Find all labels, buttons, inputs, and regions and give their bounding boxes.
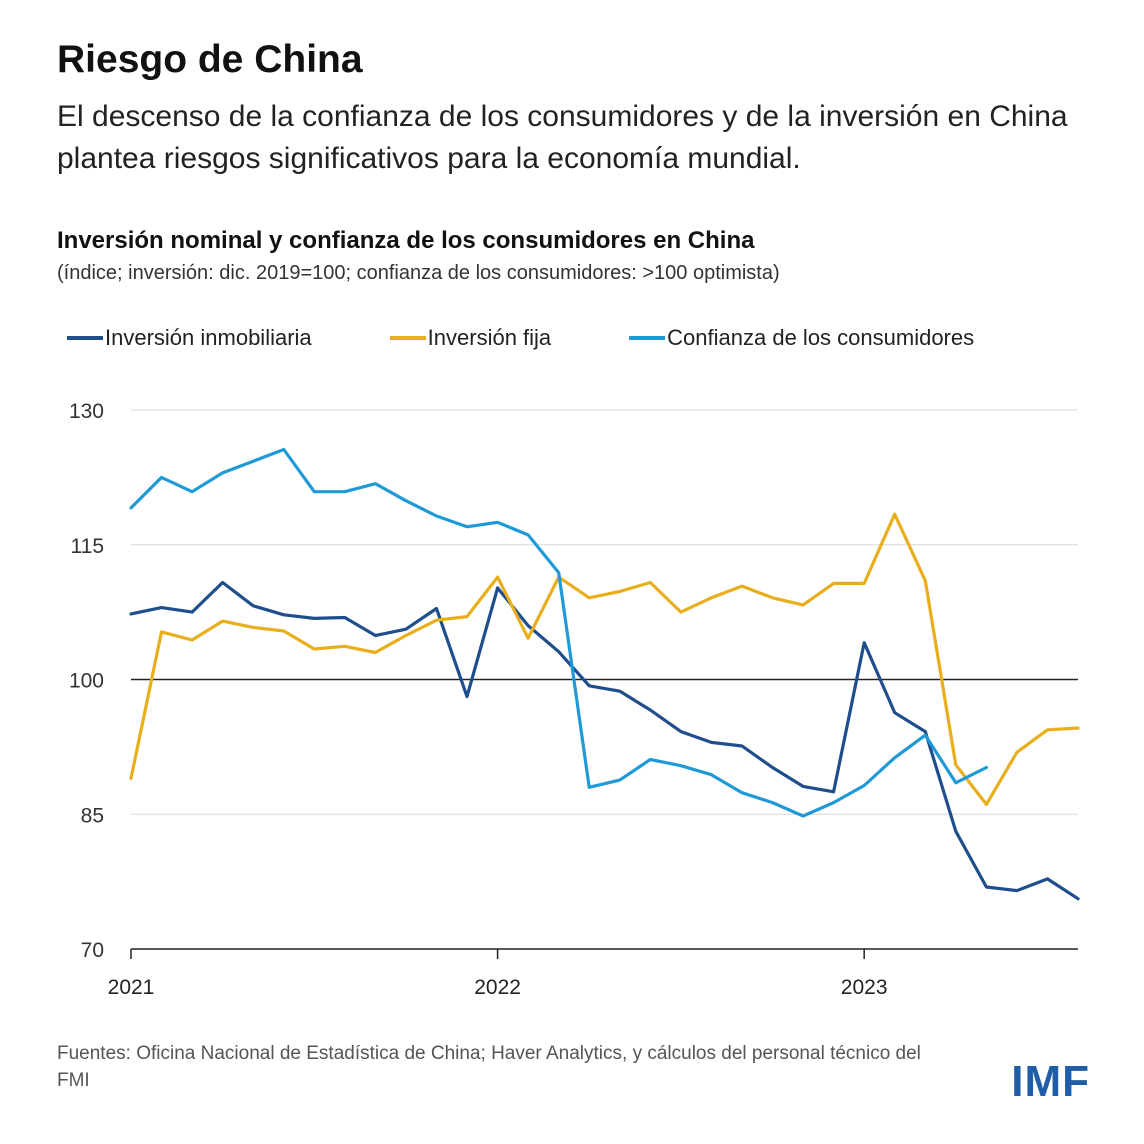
chart-legend: Inversión inmobiliaria Inversión fija Co… bbox=[67, 325, 1097, 351]
legend-label: Inversión fija bbox=[427, 325, 552, 350]
y-tick-label: 115 bbox=[71, 535, 104, 558]
x-tick-label: 2021 bbox=[108, 976, 155, 999]
chart-title: Inversión nominal y confianza de los con… bbox=[57, 227, 755, 254]
series-line-inversion-inmobiliaria bbox=[129, 580, 1080, 901]
y-tick-label: 85 bbox=[81, 804, 104, 827]
y-tick-label: 130 bbox=[69, 400, 104, 423]
legend-swatch bbox=[629, 336, 666, 340]
source-note: Fuentes: Oficina Nacional de Estadística… bbox=[57, 1043, 921, 1091]
series-layer bbox=[129, 447, 1080, 901]
legend-item-confianza: Confianza de los consumidores bbox=[629, 325, 974, 351]
y-tick-label: 70 bbox=[81, 939, 104, 962]
series-line-inversion-fija bbox=[129, 512, 1080, 807]
legend-label: Inversión inmobiliaria bbox=[105, 325, 312, 350]
legend-label: Confianza de los consumidores bbox=[667, 325, 975, 350]
y-tick-label: 100 bbox=[69, 670, 104, 693]
page-subtitle: El descenso de la confianza de los consu… bbox=[57, 100, 1068, 175]
series-line-confianza-consumidores bbox=[129, 447, 989, 818]
legend-item-inversion-inmobiliaria: Inversión inmobiliaria bbox=[67, 325, 312, 351]
x-tick-label: 2023 bbox=[841, 976, 888, 999]
x-tick-label: 2022 bbox=[474, 976, 521, 999]
grid-layer bbox=[131, 409, 1078, 950]
chart-subtitle: (índice; inversión: dic. 2019=100; confi… bbox=[57, 262, 780, 284]
legend-swatch bbox=[389, 336, 426, 340]
legend-item-inversion-fija: Inversión fija bbox=[389, 325, 552, 351]
imf-logo: IMF bbox=[1011, 1057, 1090, 1106]
legend-swatch bbox=[67, 336, 103, 340]
page-title: Riesgo de China bbox=[57, 38, 363, 81]
